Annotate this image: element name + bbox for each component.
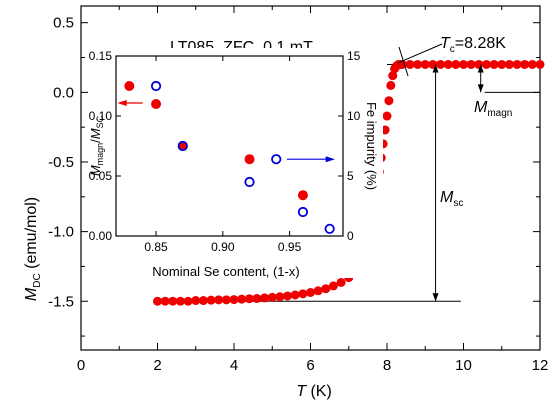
data-point <box>382 111 392 121</box>
m-sc-annotation: Msc <box>440 189 463 209</box>
data-point <box>313 286 323 296</box>
data-point <box>214 295 224 305</box>
data-point <box>267 292 277 302</box>
data-point <box>290 290 300 300</box>
x-tick-label: 12 <box>532 357 549 374</box>
data-point <box>466 59 476 69</box>
data-point <box>436 59 446 69</box>
x-tick-label: 0 <box>77 357 85 374</box>
right-axis-arrow-head <box>325 156 335 163</box>
y-tick-label: 0.0 <box>53 84 74 101</box>
inset-magn-point <box>151 99 162 109</box>
inset-frame <box>115 55 344 237</box>
data-point <box>153 296 162 306</box>
x-axis-label: T (K) <box>296 383 332 400</box>
data-point <box>160 296 170 306</box>
data-point <box>328 281 338 291</box>
inset-right-tick-label: 15 <box>347 49 361 63</box>
inset-fe-point <box>271 154 282 165</box>
data-point <box>336 277 346 287</box>
data-point <box>384 96 394 106</box>
inset-magn-point <box>297 190 308 201</box>
tc-pointer-line <box>397 43 443 64</box>
inset-magn-point <box>244 154 255 165</box>
arrow-head-down <box>477 84 484 93</box>
arrow-head-down <box>432 293 439 302</box>
x-tick-label: 2 <box>153 357 161 374</box>
inset-fe-point <box>324 223 335 234</box>
data-point <box>459 59 468 69</box>
data-point <box>191 296 201 306</box>
tc-tangent-line <box>398 46 409 77</box>
y-axis-label: MDC (emu/mol) <box>23 197 43 301</box>
inset-labels: Nominal Se content, (1-x) Mmagn/MSC Fe i… <box>88 102 379 279</box>
x-tick-label: 4 <box>230 357 238 374</box>
inset-magn-point <box>124 81 135 91</box>
data-point <box>298 289 308 299</box>
inset-left-tick-label: 0.05 <box>89 169 113 183</box>
inset-x-tick-label: 0.90 <box>211 240 235 254</box>
data-point <box>175 296 185 306</box>
inset-fe-point <box>150 80 162 92</box>
inset-left-tick-label: 0.00 <box>89 229 113 243</box>
data-point <box>520 59 530 69</box>
data-point <box>229 295 239 305</box>
data-point <box>527 59 537 69</box>
inset-x-tick-label: 0.95 <box>278 240 302 254</box>
data-point <box>306 287 315 297</box>
x-tick-label: 10 <box>455 357 472 374</box>
data-point <box>388 71 398 81</box>
arrow-head-up <box>432 64 439 73</box>
inset-right-tick-label: 5 <box>347 169 354 183</box>
data-point <box>275 292 285 302</box>
x-tick-label: 6 <box>306 357 314 374</box>
data-point <box>183 296 193 306</box>
left-axis-arrow-head <box>117 100 127 106</box>
data-point <box>489 59 499 69</box>
data-point <box>504 59 514 69</box>
data-point <box>198 296 208 306</box>
tc-annotation: Tc=8.28K <box>440 35 506 55</box>
data-point <box>512 59 522 69</box>
inset-fe-point <box>177 140 188 152</box>
y-tick-label: -1.0 <box>48 224 74 241</box>
data-point <box>221 295 231 305</box>
data-point <box>443 59 453 69</box>
y-tick-label: 0.5 <box>53 15 74 32</box>
inset-x-tick-label: 0.85 <box>144 240 168 254</box>
data-point <box>413 59 423 69</box>
data-point <box>168 296 178 306</box>
m-magn-annotation: Mmagn <box>474 99 512 119</box>
inset-right-tick-label: 10 <box>347 109 361 123</box>
data-point <box>451 59 461 69</box>
inset-fe-point <box>297 206 309 218</box>
data-point <box>252 293 262 303</box>
data-point <box>474 59 484 69</box>
inset-right-axis-label: Fe impurity (%) <box>364 102 379 190</box>
data-point <box>405 59 415 69</box>
data-point <box>237 294 247 304</box>
data-point <box>206 295 216 305</box>
data-point <box>481 59 491 69</box>
inset-right-tick-label: 0 <box>347 229 354 243</box>
x-tick-label: 8 <box>383 357 391 374</box>
arrow-head-up <box>477 64 484 73</box>
data-point <box>386 80 396 90</box>
data-point <box>535 59 545 69</box>
data-point <box>244 294 254 304</box>
inset-left-tick-label: 0.10 <box>89 109 113 123</box>
data-point <box>321 284 331 294</box>
y-tick-label: -0.5 <box>48 154 74 171</box>
inset-left-axis-label: Mmagn/MSC <box>88 115 105 176</box>
inset-plot: 0.85 0.90 0.95 0.00 0.05 0.10 0.15 0 5 10 15 <box>89 48 383 278</box>
data-point <box>420 59 430 69</box>
data-point <box>283 291 293 301</box>
inset-fe-point <box>244 176 255 188</box>
inset-x-axis-label: Nominal Se content, (1-x) <box>152 264 299 279</box>
data-point <box>260 293 270 303</box>
y-tick-label: -1.5 <box>48 293 74 310</box>
data-point <box>497 59 507 69</box>
inset-left-tick-label: 0.15 <box>89 49 113 63</box>
